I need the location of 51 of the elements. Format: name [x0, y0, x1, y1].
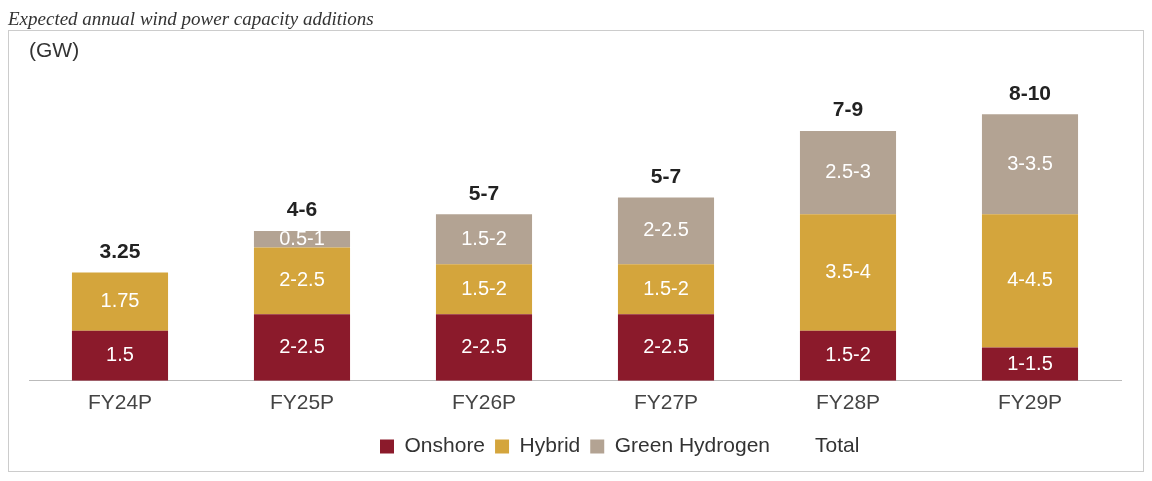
bar — [71, 272, 169, 331]
data-label: 1.5-2 — [643, 276, 689, 299]
bar — [799, 330, 897, 381]
x-tick-label: FY29P — [997, 390, 1063, 414]
bar — [617, 314, 715, 381]
data-label: 4-4.5 — [1007, 268, 1053, 291]
data-label: 1.5-2 — [825, 343, 871, 366]
data-label: 3-3.5 — [1007, 151, 1053, 174]
data-label: 0.5-1 — [279, 226, 325, 249]
legend-label: Green Hydrogen — [614, 433, 770, 457]
bar — [435, 314, 533, 381]
x-tick-label: FY26P — [451, 390, 517, 414]
data-label: 2-2.5 — [461, 335, 507, 357]
total-label: 8-10 — [1008, 80, 1052, 104]
x-tick-label: FY25P — [269, 390, 335, 414]
legend-label: Onshore — [404, 433, 486, 457]
x-tick-label: FY24P — [87, 390, 153, 414]
bar — [617, 264, 715, 315]
bar — [981, 347, 1079, 381]
chart-title: Expected annual wind power capacity additions — [8, 8, 375, 30]
total-label: 4-6 — [286, 197, 318, 221]
bar — [799, 214, 897, 331]
data-label: 2-2.5 — [643, 218, 689, 241]
bar — [435, 214, 533, 265]
bar — [253, 247, 351, 315]
data-label: 2.5-3 — [825, 160, 871, 183]
data-label: 1.5 — [106, 343, 134, 366]
data-label: 2-2.5 — [643, 335, 689, 357]
data-label: 3.5-4 — [825, 260, 871, 283]
data-label: 1-1.5 — [1007, 351, 1053, 374]
total-label: 5-7 — [468, 180, 500, 204]
x-tick-label: FY28P — [815, 390, 881, 414]
total-label: 3.25 — [99, 238, 141, 262]
y-axis-title: (GW) — [29, 38, 80, 62]
data-label: 1.5-2 — [461, 226, 507, 249]
data-label: 1.75 — [100, 289, 140, 312]
data-label: 1.5-2 — [461, 276, 507, 299]
bar — [799, 130, 897, 215]
bar — [617, 197, 715, 265]
bar — [981, 114, 1079, 215]
data-label: 2-2.5 — [279, 268, 325, 291]
bar — [253, 314, 351, 381]
bar — [435, 264, 533, 315]
text: Total — [814, 433, 860, 457]
x-tick-label: FY27P — [633, 390, 699, 414]
bar — [981, 214, 1079, 348]
total-label: 5-7 — [650, 163, 682, 187]
legend-label: Hybrid — [519, 433, 581, 457]
bar — [71, 330, 169, 381]
total-label: 7-9 — [832, 97, 864, 121]
data-label: 2-2.5 — [279, 335, 325, 357]
